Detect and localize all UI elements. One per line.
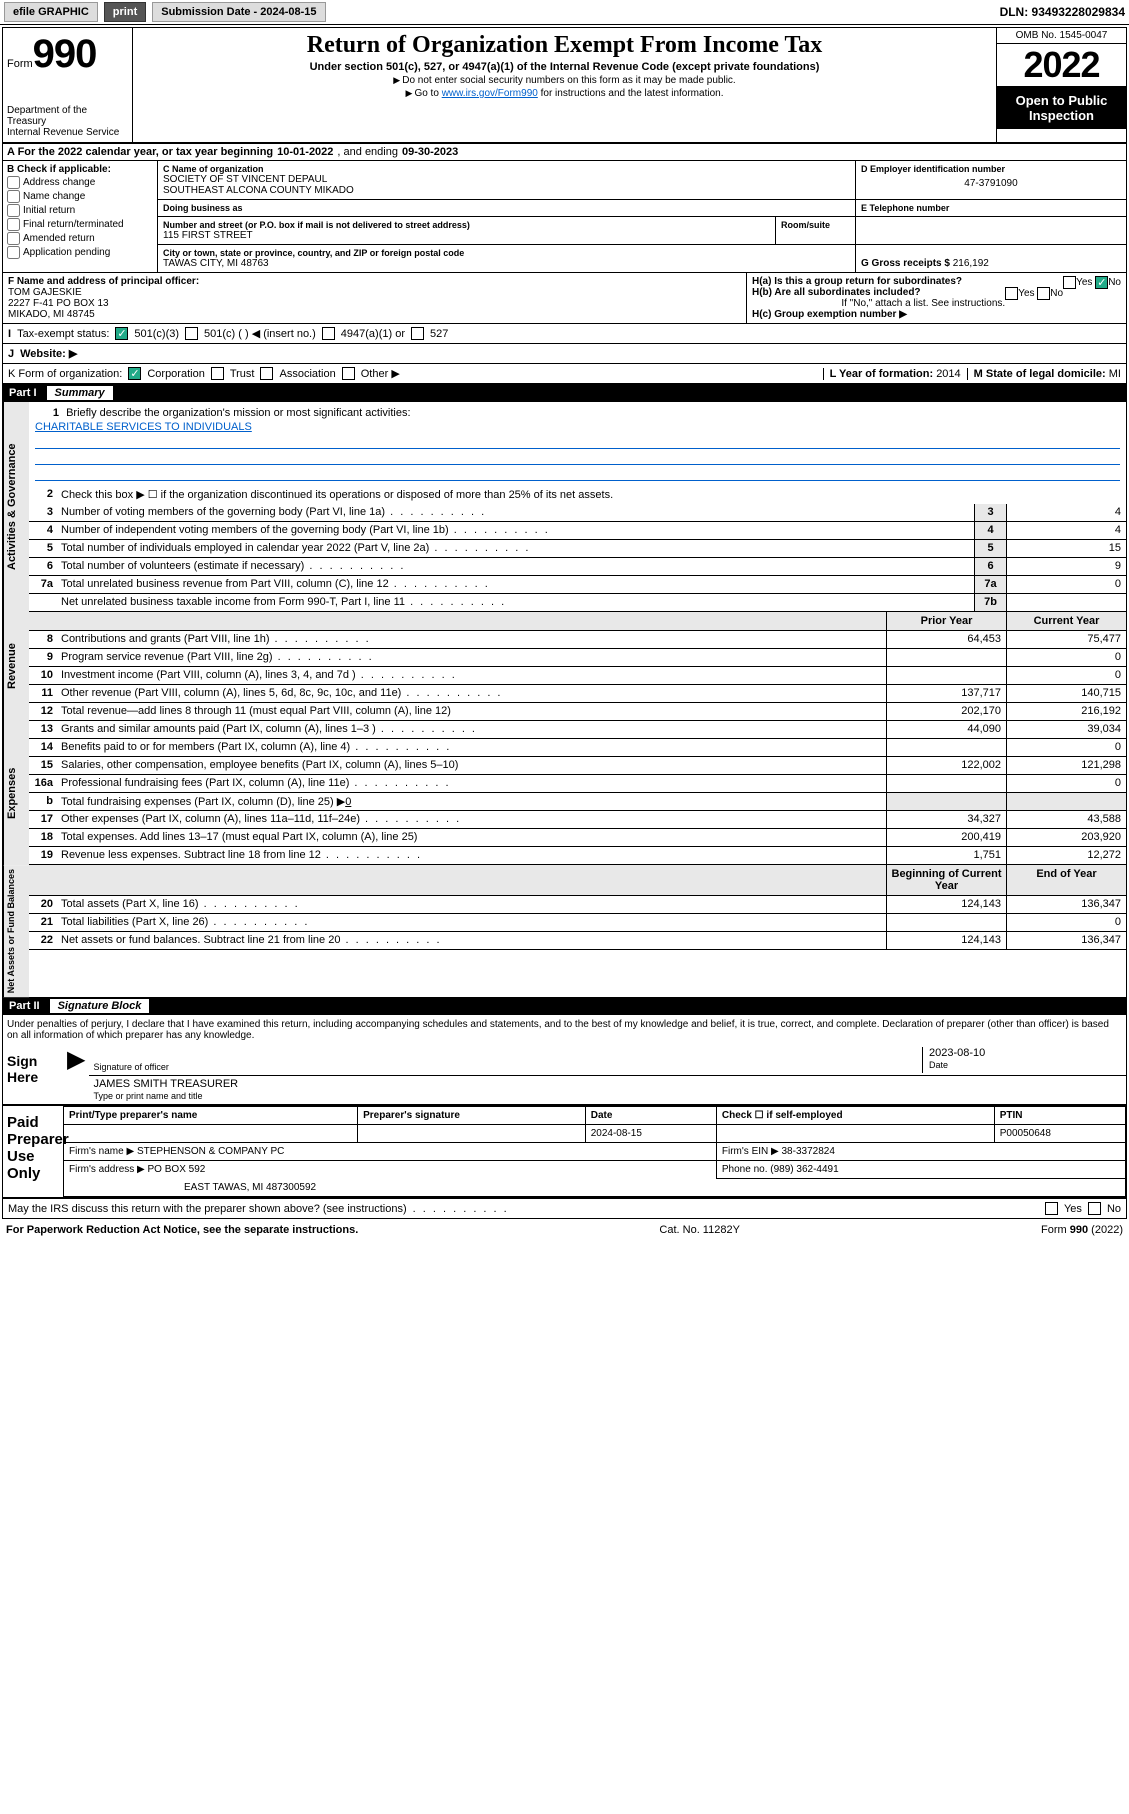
- section-revenue: Revenue Prior YearCurrent Year 8Contribu…: [3, 612, 1126, 721]
- sign-arrow-icon: ▶: [63, 1045, 89, 1104]
- chk-name-change[interactable]: Name change: [7, 190, 153, 203]
- h-c: H(c) Group exemption number ▶: [752, 309, 1121, 320]
- officer-addr1: 2227 F-41 PO BOX 13: [8, 298, 741, 309]
- tax-year: 2022: [997, 44, 1126, 87]
- state-domicile: MI: [1109, 368, 1121, 380]
- form-subtitle: Under section 501(c), 527, or 4947(a)(1)…: [141, 61, 988, 73]
- part-2-header: Part II Signature Block: [3, 997, 1126, 1015]
- firm-name: STEPHENSON & COMPANY PC: [137, 1146, 284, 1157]
- val-4: 4: [1006, 522, 1126, 539]
- ha-no-check: [1095, 276, 1108, 289]
- chk-application-pending[interactable]: Application pending: [7, 246, 153, 259]
- open-to-public: Open to Public Inspection: [997, 87, 1126, 129]
- box-d: D Employer identification number 47-3791…: [856, 161, 1126, 199]
- officer-name-title: JAMES SMITH TREASURER: [93, 1078, 1122, 1090]
- h-a: H(a) Is this a group return for subordin…: [752, 276, 1121, 287]
- street-address: 115 FIRST STREET: [163, 230, 770, 241]
- form-number: 990: [33, 32, 97, 76]
- val-3: 4: [1006, 504, 1126, 521]
- row-a-tax-year: A For the 2022 calendar year, or tax yea…: [3, 144, 1126, 161]
- gross-receipts: 216,192: [953, 258, 989, 269]
- row-fh: F Name and address of principal officer:…: [3, 272, 1126, 324]
- top-bar: efile GRAPHIC print Submission Date - 20…: [0, 0, 1129, 25]
- firm-addr2: EAST TAWAS, MI 487300592: [64, 1179, 1126, 1197]
- row-i: I Tax-exempt status: 501(c)(3) 501(c) ( …: [3, 324, 1126, 344]
- officer-addr2: MIKADO, MI 48745: [8, 309, 741, 320]
- city-state-zip: TAWAS CITY, MI 48763: [163, 258, 850, 269]
- org-name-1: SOCIETY OF ST VINCENT DEPAUL: [163, 174, 850, 185]
- mission-text[interactable]: CHARITABLE SERVICES TO INDIVIDUALS: [35, 421, 252, 433]
- val-6: 9: [1006, 558, 1126, 575]
- year-formation: 2014: [936, 368, 960, 380]
- dept-irs: Internal Revenue Service: [7, 127, 128, 138]
- firm-phone: (989) 362-4491: [770, 1164, 838, 1175]
- page-footer: For Paperwork Reduction Act Notice, see …: [0, 1221, 1129, 1239]
- sign-here-block: Sign Here ▶ Signature of officer 2023-08…: [3, 1045, 1126, 1106]
- note-goto: Go to www.irs.gov/Form990 for instructio…: [141, 88, 988, 99]
- dept-treasury: Department of the Treasury: [7, 105, 128, 127]
- val-7a: 0: [1006, 576, 1126, 593]
- section-expenses: Expenses 13Grants and similar amounts pa…: [3, 721, 1126, 865]
- chk-amended-return[interactable]: Amended return: [7, 232, 153, 245]
- val-7b: [1006, 594, 1126, 611]
- chk-final-return[interactable]: Final return/terminated: [7, 218, 153, 231]
- irs-link[interactable]: www.irs.gov/Form990: [442, 88, 538, 99]
- ein-value: 47-3791090: [861, 174, 1121, 189]
- box-b: B Check if applicable: Address change Na…: [3, 161, 158, 272]
- chk-corporation: [128, 367, 141, 380]
- form-990: Form990 Department of the Treasury Inter…: [2, 27, 1127, 1219]
- officer-name: TOM GAJESKIE: [8, 287, 741, 298]
- part-1-header: Part I Summary: [3, 384, 1126, 402]
- declaration-text: Under penalties of perjury, I declare th…: [3, 1015, 1126, 1045]
- form-title: Return of Organization Exempt From Incom…: [141, 32, 988, 59]
- dln-label: DLN: 93493228029834: [1000, 5, 1125, 19]
- efile-badge: efile GRAPHIC: [4, 2, 98, 22]
- row-klm: K Form of organization: Corporation Trus…: [3, 364, 1126, 384]
- row-j: J Website: ▶: [3, 344, 1126, 364]
- org-name-2: SOUTHEAST ALCONA COUNTY MIKADO: [163, 185, 850, 196]
- sig-date: 2023-08-10: [929, 1047, 1122, 1059]
- submission-date-badge: Submission Date - 2024-08-15: [152, 2, 325, 22]
- block-bcde: B Check if applicable: Address change Na…: [3, 161, 1126, 272]
- chk-501c3: [115, 327, 128, 340]
- firm-ein: 38-3372824: [782, 1146, 835, 1157]
- form-word: Form: [7, 58, 33, 70]
- ptin: P00050648: [994, 1125, 1125, 1143]
- paid-preparer-block: Paid Preparer Use Only Print/Type prepar…: [3, 1106, 1126, 1199]
- chk-address-change[interactable]: Address change: [7, 176, 153, 189]
- note-ssn: Do not enter social security numbers on …: [141, 75, 988, 86]
- form-header: Form990 Department of the Treasury Inter…: [3, 28, 1126, 144]
- print-button[interactable]: print: [104, 2, 146, 22]
- firm-addr1: PO BOX 592: [148, 1164, 206, 1175]
- chk-initial-return[interactable]: Initial return: [7, 204, 153, 217]
- box-g: G Gross receipts $ 216,192: [856, 245, 1126, 272]
- val-5: 15: [1006, 540, 1126, 557]
- box-e: E Telephone number: [856, 200, 1126, 216]
- prep-date: 2024-08-15: [585, 1125, 716, 1143]
- discuss-row: May the IRS discuss this return with the…: [3, 1199, 1126, 1218]
- section-net-assets: Net Assets or Fund Balances Beginning of…: [3, 865, 1126, 997]
- section-governance: Activities & Governance 1 Briefly descri…: [3, 402, 1126, 612]
- omb-number: OMB No. 1545-0047: [997, 28, 1126, 44]
